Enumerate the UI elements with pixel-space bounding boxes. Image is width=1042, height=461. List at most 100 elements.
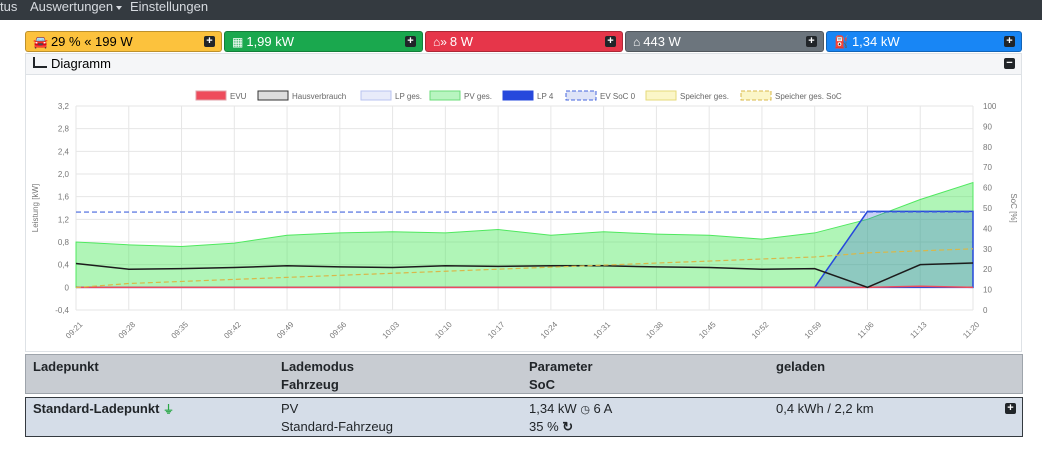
table-row[interactable]: Standard-Ladepunkt ⏚ PV Standard-Fahrzeu… [25,397,1023,437]
legend-label: Speicher ges. SoC [775,92,842,101]
x-tick-label: 10:59 [803,320,824,341]
x-tick-label: 10:52 [750,320,771,341]
power-chart: 3,22,82,42,01,61,20,80,40-0,410090807060… [31,90,1018,341]
header-lademodus: Lademodus [281,359,354,374]
y-tick-label: 2,0 [58,170,70,179]
legend-label: Hausverbrauch [292,92,346,101]
legend-swatch [360,90,392,101]
y-tick-label: 0,4 [58,261,70,270]
charge-parameter: 1,34 kW ◷ 6 A [529,401,612,416]
x-tick-label: 10:31 [592,320,613,341]
clock-icon: ◷ [580,404,590,416]
battery-tile[interactable]: 🚘 29 % « 199 W + [25,31,222,52]
y2-tick-label: 10 [983,286,992,295]
charge-current: 6 A [593,401,613,416]
y-tick-label: 2,4 [58,147,70,156]
y-tick-label: -0,4 [55,306,69,315]
legend-label: Speicher ges. [680,92,729,101]
legend-label: LP ges. [395,92,422,101]
pv-tile[interactable]: ▦ 1,99 kW + [224,31,423,52]
expand-plus-icon[interactable]: + [204,36,215,47]
y2-tick-label: 20 [983,265,992,274]
y-axis-title: Leistung [kW] [31,184,40,232]
evu-line [76,285,974,289]
y2-tick-label: 60 [983,184,992,193]
y2-tick-label: 0 [983,306,988,315]
house-grid-icon: ⌂» [433,35,447,49]
x-tick-label: 09:21 [64,320,85,341]
top-navbar: tus Auswertungen Einstellungen [0,0,1042,20]
legend-swatch [257,90,289,101]
nav-auswertungen-label: Auswertungen [30,0,114,14]
vehicle-soc-value: 35 % [529,419,559,434]
legend-swatch [740,90,772,101]
vehicle-soc: 35 % ↻ [529,419,573,435]
charging-station-icon: ⛽ [834,35,849,49]
header-parameter: Parameter [529,359,593,374]
y-tick-label: 1,2 [58,215,70,224]
y2-tick-label: 50 [983,204,992,213]
expand-plus-icon[interactable]: + [405,36,416,47]
x-tick-label: 10:45 [697,320,718,341]
table-header: Ladepunkt Lademodus Fahrzeug Parameter S… [25,354,1023,394]
x-tick-label: 10:17 [486,320,507,341]
charging-tile[interactable]: ⛽ 1,34 kW + [826,31,1022,52]
hausverbrauch-line [75,262,974,289]
x-tick-label: 11:06 [856,320,876,340]
charging-tile-value: 1,34 kW [851,34,900,49]
x-tick-label: 09:28 [117,320,138,341]
charge-power: 1,34 kW [529,401,577,416]
grid-tile[interactable]: ⌂» 8 W + [425,31,623,52]
diagram-card: Diagramm − 3,2 2,8 2,4 2,0 1,6 1,2 0,8 0,4 0 -0,4… [25,53,1022,352]
pv-tile-value: 1,99 kW [246,34,295,49]
header-fahrzeug: Fahrzeug [281,377,339,392]
battery-tile-value: 29 % « 199 W [50,34,133,49]
legend-swatch [502,90,534,101]
y2-axis-title: SoC [%] [1009,193,1018,222]
x-tick-label: 10:10 [433,320,454,341]
y2-tick-label: 30 [983,245,992,254]
pv-area [75,181,974,288]
x-tick-label: 11:20 [961,320,981,340]
x-tick-label: 09:49 [275,320,296,341]
car-battery-icon: 🚘 [33,35,48,49]
y2-tick-label: 80 [983,143,992,152]
legend-swatch [565,90,597,101]
collapse-minus-icon[interactable]: − [1004,58,1015,69]
diagram-title: Diagramm [51,56,111,71]
y-tick-label: 0,8 [58,238,70,247]
speicher-soc-line [75,248,974,289]
nav-status-link[interactable]: tus [0,0,18,14]
nav-auswertungen-dropdown[interactable]: Auswertungen [30,0,123,14]
header-geladen: geladen [776,359,826,374]
charged-amount: 0,4 kWh / 2,2 km [776,401,874,416]
y2-tick-label: 100 [983,102,997,111]
x-tick-label: 11:13 [908,320,928,340]
house-icon: ⌂ [633,35,641,49]
expand-plus-icon[interactable]: + [1004,36,1015,47]
refresh-icon[interactable]: ↻ [562,419,574,434]
y2-tick-label: 90 [983,122,992,131]
charge-mode: PV [281,401,299,416]
plug-icon: ⏚ [163,404,175,416]
caret-down-icon [116,5,123,10]
nav-einstellungen-link[interactable]: Einstellungen [130,0,209,14]
x-tick-label: 09:42 [222,320,243,341]
expand-plus-icon[interactable]: + [605,36,616,47]
x-tick-label: 10:24 [539,320,560,341]
y-tick-label: 0 [65,283,70,292]
y-tick-label: 1,6 [58,193,70,202]
vehicle-name: Standard-Fahrzeug [281,419,394,434]
house-tile-value: 443 W [643,34,681,49]
legend-label: PV ges. [464,92,492,101]
expand-plus-icon[interactable]: + [806,36,817,47]
house-tile[interactable]: ⌂ 443 W + [625,31,824,52]
legend-swatch [195,90,227,101]
header-soc: SoC [529,377,555,392]
legend-swatch [429,90,461,101]
y2-tick-label: 70 [983,163,992,172]
solar-panel-icon: ▦ [232,35,244,49]
x-tick-label: 10:03 [381,320,402,341]
y2-tick-label: 40 [983,224,992,233]
expand-plus-icon[interactable]: + [1005,403,1016,414]
